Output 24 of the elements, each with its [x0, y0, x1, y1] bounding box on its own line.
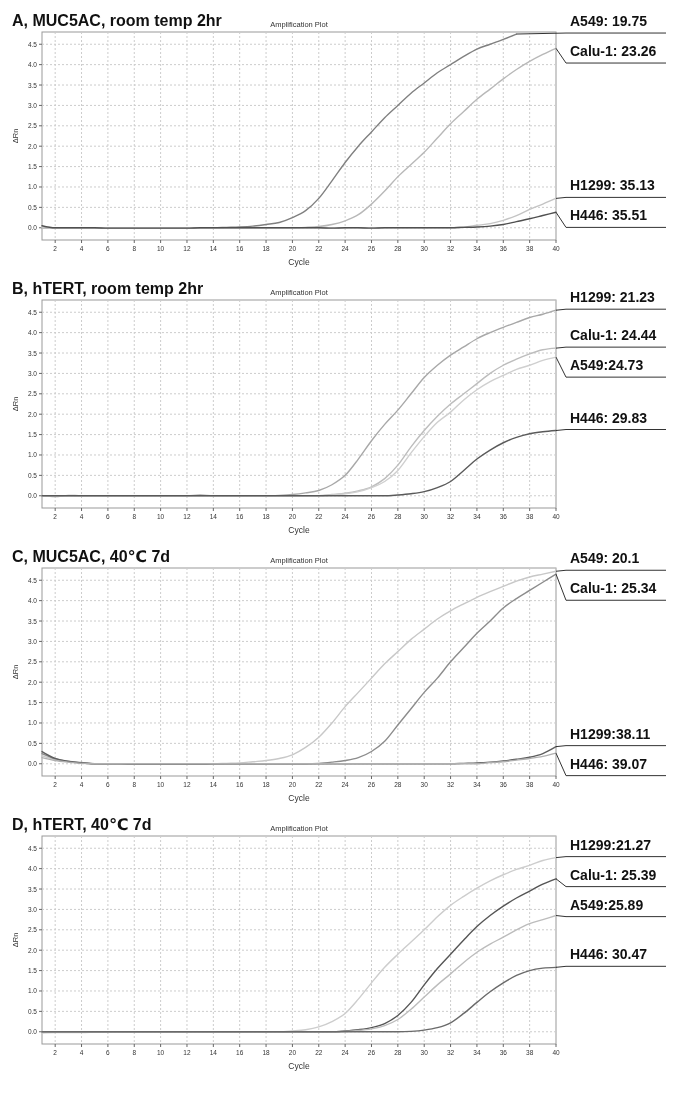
- series-label: H446: 35.51: [570, 207, 648, 224]
- text: A549: 19.75: [570, 13, 648, 30]
- series-label: A549: 20.1: [570, 550, 640, 567]
- series-label: Calu-1: 24.44: [570, 327, 657, 344]
- chart-title: A, MUC5AC, room temp 2hr: [12, 12, 222, 29]
- series-label: Calu-1: 25.39: [570, 866, 657, 883]
- x-axis-title: Cycle: [288, 525, 310, 535]
- series-label: H1299:21.27: [570, 836, 652, 853]
- series-label: H1299: 21.23: [570, 289, 656, 306]
- series-label: Calu-1: 23.26: [570, 43, 657, 60]
- x-axis-title: Cycle: [288, 257, 310, 267]
- chart-title: C, MUC5AC, 40℃ 7d: [12, 548, 171, 565]
- series-label: H446: 39.07: [570, 755, 648, 772]
- series-label: H446: 30.47: [570, 946, 648, 963]
- series-label: H1299: 35.13: [570, 177, 656, 194]
- series-label: H446: 29.83: [570, 409, 648, 426]
- series-label: Calu-1: 25.34: [570, 580, 657, 597]
- series-label: A549:25.89: [570, 896, 644, 913]
- series-label: H1299:38.11: [570, 725, 651, 742]
- series-label: A549:24.73: [570, 357, 644, 374]
- x-axis-title: Cycle: [288, 1061, 310, 1071]
- x-axis-title: Cycle: [288, 793, 310, 803]
- chart-title: B, hTERT, room temp 2hr: [12, 280, 204, 297]
- chart-title: D, hTERT, 40℃ 7d: [12, 816, 152, 833]
